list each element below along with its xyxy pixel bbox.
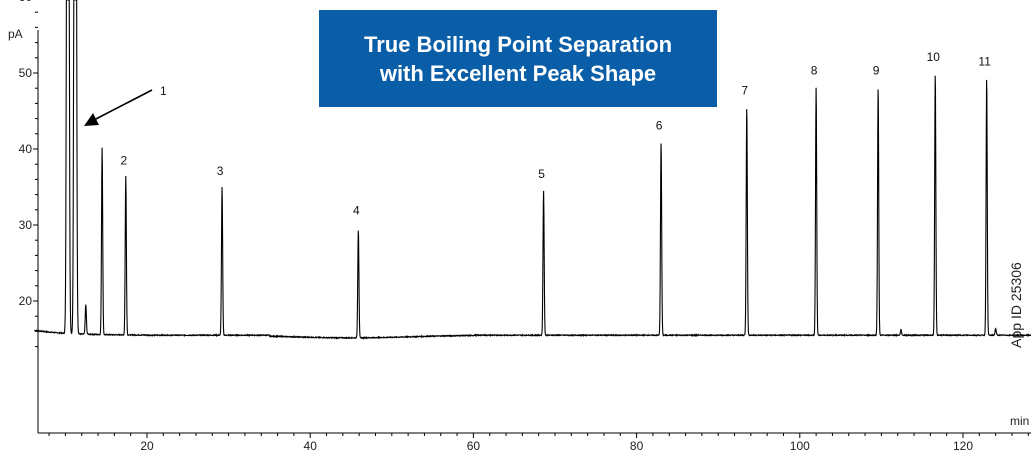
peak-label: 2 [120,153,127,167]
trace [34,0,1031,340]
x-axis-unit: min [1010,414,1029,428]
chart-title-box: True Boiling Point Separation with Excel… [319,10,717,107]
x-tick-label: 120 [953,439,973,453]
x-tick-label: 20 [140,439,154,453]
peak-label: 8 [811,64,818,78]
annotation-arrow: 1 [84,84,167,126]
y-tick-label: 60 [19,0,33,4]
app-id-note: App ID 25306 [1008,262,1024,348]
y-axis-unit: pA [8,27,23,41]
y-tick-label: 30 [19,218,33,232]
arrowhead [84,113,99,126]
chromatogram-line [34,0,1031,340]
x-tick-label: 80 [630,439,644,453]
peak-label: 10 [927,50,941,64]
y-tick-label: 40 [19,142,33,156]
y-tick-label: 50 [19,66,33,80]
x-tick-label: 100 [790,439,810,453]
x-tick-label: 60 [467,439,481,453]
chart-title-line-2: with Excellent Peak Shape [379,60,657,86]
arrow-line [91,89,153,122]
peak-label: 11 [978,55,991,69]
peak-label: 4 [353,204,360,218]
peak-label: 9 [873,64,880,78]
peak-labels: 2 3 4 5 6 7 8 9 10 11 [120,50,991,218]
peak-label: 6 [656,118,663,132]
peak-label: 5 [538,167,545,181]
peak-label: 7 [741,83,748,97]
y-tick-label: 20 [19,294,33,308]
peak-label: 3 [217,164,224,178]
chart-title-line-1: True Boiling Point Separation [363,31,673,57]
arrow-label: 1 [160,84,167,98]
axes: 20 40 60 80 100 120 20 30 40 50 60 [19,0,1031,453]
x-tick-label: 40 [304,439,318,453]
